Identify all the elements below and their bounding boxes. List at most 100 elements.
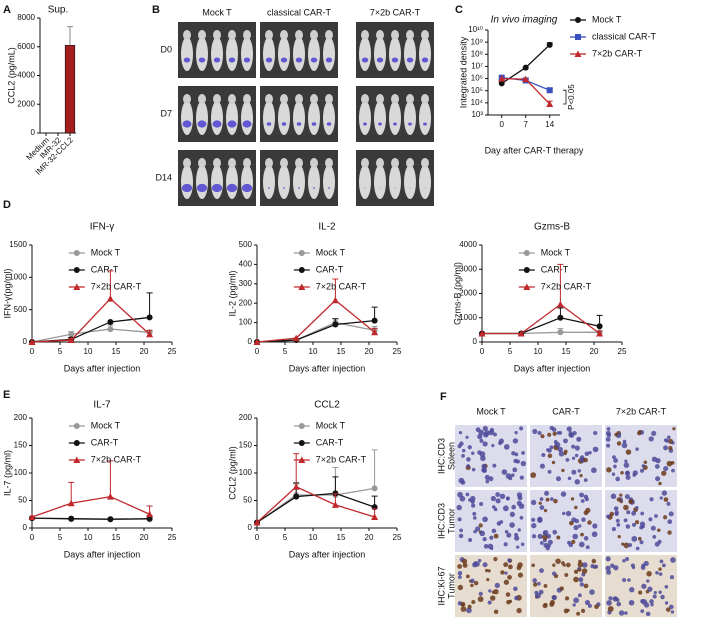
cell [565,510,572,517]
legend-label: CAR-T [91,437,119,447]
mouse-head [295,30,303,40]
marker [522,64,529,71]
cell [543,508,548,513]
mouse [308,165,320,199]
cell [609,511,615,517]
mouse [278,165,290,199]
cell [460,480,466,485]
panel-label: A [3,4,11,16]
y-tick-label: 0 [248,337,253,346]
x-tick-label: 20 [140,347,149,356]
signal [268,187,270,189]
cell [542,603,548,609]
cell [460,606,467,612]
x-tick-label: 0 [255,533,260,542]
mouse [359,165,371,199]
cell [605,565,611,571]
row-header: IHC:Ki-67 [436,566,446,605]
cell [606,600,612,606]
cell [634,520,640,525]
cell [466,607,472,614]
cell [553,498,558,504]
mouse-head [406,94,414,104]
x-tick-label: 0 [30,533,35,542]
cell [551,594,557,601]
cell [581,562,588,568]
cell [584,451,590,457]
x-tick-label: 5 [58,347,63,356]
cell [669,575,675,580]
cell [592,446,599,453]
cell [475,427,481,433]
mouse [181,37,193,71]
y-tick-label: 100 [14,468,28,477]
y-tick-label: 10⁹ [471,37,483,46]
cell [484,474,490,480]
cell [519,515,524,520]
error-bar [557,263,564,305]
cell [539,497,544,501]
cell [482,562,488,568]
cell [517,495,523,501]
marker [68,515,75,522]
cell [561,511,566,516]
y-tick-label: 0 [31,128,36,137]
cell [624,459,628,463]
cell [545,497,550,502]
marker [292,334,300,342]
x-tick-label: 20 [365,347,374,356]
cell [594,564,599,569]
cell [470,583,474,588]
cell [545,545,550,551]
cell [489,535,494,540]
cell [626,510,631,515]
mouse-head [361,94,369,104]
x-tick-label: 0 [499,120,504,129]
x-tick-label: 15 [112,533,121,542]
cell [508,476,513,481]
mouse [241,37,253,71]
panel-label: E [3,389,10,401]
cell [505,592,511,597]
cell [485,479,490,484]
series-line [256,487,375,524]
cell [531,563,535,568]
cell [629,587,635,593]
mouse-head [295,94,303,104]
cell [610,493,617,500]
cell [504,529,509,534]
cell [461,454,465,458]
cell [542,531,547,535]
marker [146,510,154,518]
panel-label: F [440,391,447,403]
cell [572,430,577,436]
mouse-head [421,158,429,168]
cell [623,504,629,511]
cell [467,445,472,450]
mouse-head [280,94,288,104]
cell [484,568,489,573]
cell [541,453,546,458]
mouse-head [376,94,384,104]
mouse [374,165,386,199]
cell [643,602,650,608]
mouse [263,165,275,199]
mouse [293,101,305,135]
y-tick-label: 10⁶ [471,74,483,83]
cell [628,599,635,606]
cell [461,448,466,453]
error-bar [146,292,153,318]
mouse-head [406,30,414,40]
cell [625,524,631,529]
marker [546,100,554,108]
cell [571,469,577,475]
cell [458,575,462,579]
x-axis-label: Days after injection [289,363,366,373]
mouse-head [325,158,333,168]
cell [613,464,617,469]
marker [371,485,378,492]
signal [408,122,412,126]
cell [623,518,628,523]
y-tick-label: 10⁴ [471,98,484,107]
